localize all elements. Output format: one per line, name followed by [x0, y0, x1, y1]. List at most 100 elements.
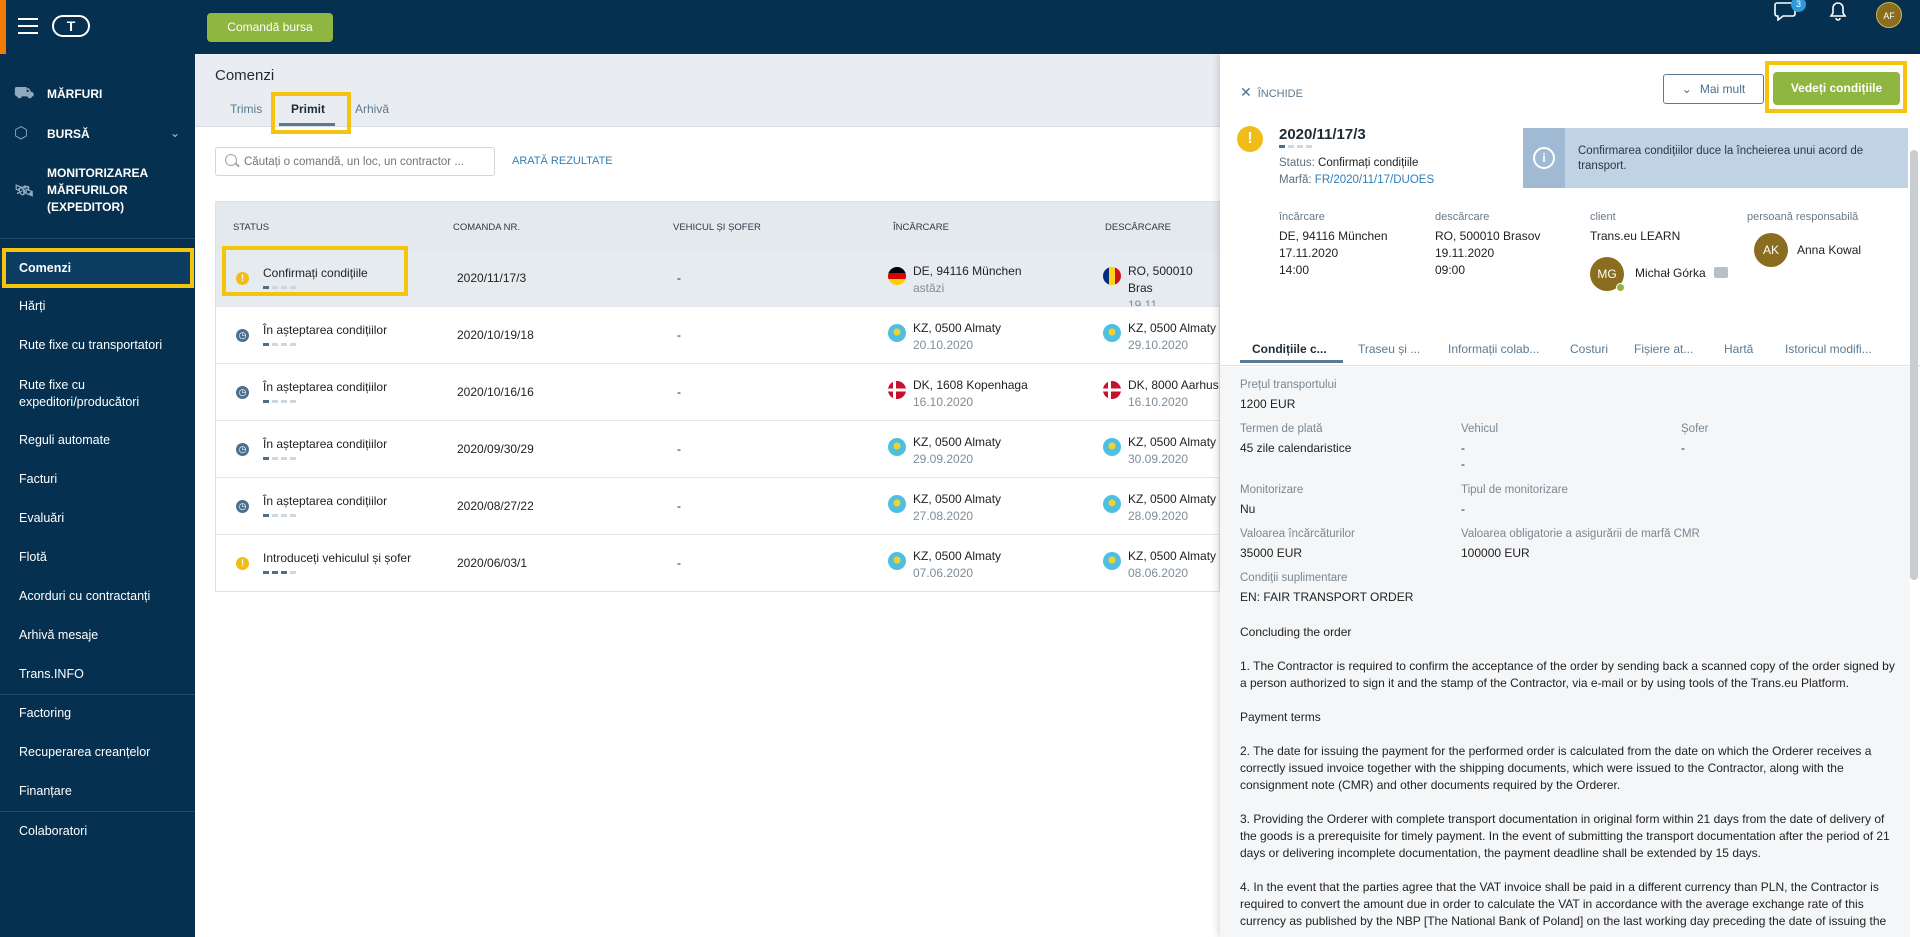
messages-icon[interactable]: 3	[1770, 0, 1806, 30]
loading-date: 17.11.2020	[1279, 246, 1339, 260]
unloading-info: RO, 500010 Brasov 19.11.2020 09:00	[1435, 228, 1540, 279]
search-field[interactable]	[215, 147, 495, 176]
loading-date: astăzi	[913, 281, 945, 295]
accent-strip	[0, 0, 6, 54]
kazakhstan-flag-icon	[888, 552, 906, 570]
column-order-number[interactable]: COMANDA NR.	[453, 222, 521, 233]
tab-received[interactable]: Primit	[291, 102, 326, 116]
more-button[interactable]: ⌄ Mai mult	[1663, 74, 1764, 104]
loading-location: KZ, 0500 Almaty 29.09.2020	[913, 434, 1001, 468]
additional-conditions-value: EN: FAIR TRANSPORT ORDER	[1240, 590, 1414, 604]
messages-badge: 3	[1791, 0, 1806, 12]
sidebar-item-label: Recuperarea creanțelor	[19, 745, 151, 759]
status-text: În așteptarea condițiilor	[263, 437, 388, 451]
loading-date: 16.10.2020	[913, 395, 974, 409]
status-text: Introduceți vehiculul și șofer	[263, 551, 412, 565]
warning-icon: !	[236, 557, 249, 570]
monitoring-value: Nu	[1240, 502, 1256, 516]
terms-heading: Concluding the order	[1240, 625, 1352, 639]
vehicle-driver: -	[677, 442, 681, 456]
sidebar-item-label: Colaboratori	[19, 824, 88, 838]
status-text: Confirmați condițiile	[263, 266, 368, 280]
loading-location: DE, 94116 München astăzi	[913, 263, 1022, 297]
cargo-link[interactable]: FR/2020/11/17/DUOES	[1314, 174, 1435, 186]
loading-date: 07.06.2020	[913, 566, 974, 580]
show-results-link[interactable]: ARATĂ REZULTATE	[512, 155, 613, 167]
order-number: 2020/09/30/29	[457, 442, 534, 456]
view-terms-button[interactable]: Vedeți condițiile	[1773, 72, 1900, 105]
table-row[interactable]: ◷ În așteptarea condițiilor 2020/09/30/2…	[216, 420, 1219, 477]
order-detail-panel: ✕ ÎNCHIDE ⌄ Mai mult Vedeți condițiile ! 2…	[1220, 54, 1920, 937]
tab-route[interactable]: Traseu și ...	[1358, 342, 1421, 356]
close-panel-button[interactable]: ✕ ÎNCHIDE	[1240, 84, 1303, 101]
terms-paragraph: 2. The date for issuing the payment for …	[1240, 744, 1872, 792]
table-row[interactable]: ! Introduceți vehiculul și șofer 2020/06…	[216, 534, 1219, 591]
sidebar-item-label: Trans.INFO	[19, 667, 84, 681]
sidebar-item-orders[interactable]: Comenzi	[0, 250, 195, 286]
loading-info: DE, 94116 München 17.11.2020 14:00	[1279, 228, 1388, 279]
column-status[interactable]: STATUS	[233, 222, 270, 233]
client-contact-name[interactable]: Michał Górka	[1635, 266, 1706, 280]
panel-scrollbar[interactable]	[1910, 150, 1918, 580]
status-progress	[263, 514, 299, 528]
responsible-label: persoană responsabilă	[1747, 211, 1859, 223]
status-text: În așteptarea condițiilor	[263, 323, 388, 337]
tab-collaboration-info[interactable]: Informații colab...	[1448, 342, 1540, 356]
germany-flag-icon	[888, 267, 906, 285]
order-number: 2020/11/17/3	[457, 271, 527, 285]
cargo-value: 35000 EUR	[1240, 546, 1303, 560]
terms-paragraph: 3. Providing the Orderer with complete t…	[1240, 812, 1890, 860]
tab-costs[interactable]: Costuri	[1570, 342, 1609, 356]
tab-sent[interactable]: Trimis	[230, 102, 263, 116]
tab-change-history[interactable]: Istoricul modifi...	[1785, 342, 1872, 356]
table-row[interactable]: ! Confirmați condițiile 2020/11/17/3 - D…	[216, 249, 1219, 312]
sidebar-item-monitoring[interactable]: 🛰 MONITORIZAREA MĂRFURILOR (EXPEDITOR)	[0, 165, 195, 221]
table-row[interactable]: ◷ În așteptarea condițiilor 2020/10/16/1…	[216, 363, 1219, 420]
status-label: Status:	[1279, 157, 1315, 169]
user-avatar[interactable]: AF	[1876, 2, 1906, 32]
exchange-order-button[interactable]: Comandă bursa	[207, 13, 333, 42]
responsible-name[interactable]: Anna Kowal	[1797, 243, 1862, 257]
responsible-avatar[interactable]: AK	[1754, 233, 1788, 267]
clock-icon: ◷	[236, 443, 249, 456]
table-header: STATUS COMANDA NR. VEHICUL ȘI ȘOFER ÎNCĂ…	[216, 202, 1219, 249]
additional-conditions-label: Condiții suplimentare	[1240, 572, 1348, 584]
status-text: În așteptarea condițiilor	[263, 494, 388, 508]
sidebar-item-exchange[interactable]: ⬡ BURSĂ ⌄	[0, 125, 195, 145]
chevron-down-icon: ⌄	[170, 126, 181, 140]
vehicle-value: -	[1461, 457, 1465, 471]
tab-archive[interactable]: Arhivă	[355, 102, 390, 116]
tab-transport-conditions[interactable]: Condițiile c...	[1252, 342, 1327, 356]
trans-eu-logo[interactable]: T	[52, 15, 90, 37]
sidebar-item-label: Reguli automate	[19, 433, 111, 447]
user-avatar-initials: AF	[1876, 2, 1902, 28]
sidebar-item-label: Comenzi	[19, 261, 72, 275]
search-input[interactable]	[244, 153, 489, 171]
sidebar-item-goods[interactable]: ⛟ MĂRFURI	[0, 85, 195, 105]
unloading-place: RO, 500010 Brasov	[1435, 229, 1541, 243]
cube-icon: ⬡	[14, 125, 28, 142]
tab-attached-files[interactable]: Fișiere at...	[1634, 342, 1694, 356]
table-row[interactable]: ◷ În așteptarea condițiilor 2020/10/19/1…	[216, 306, 1219, 363]
loading-place: KZ, 0500 Almaty	[913, 549, 1002, 563]
loading-location: KZ, 0500 Almaty 27.08.2020	[913, 491, 1001, 525]
tab-map[interactable]: Hartă	[1724, 342, 1754, 356]
sidebar-item-label: Finanțare	[19, 784, 72, 798]
chat-icon[interactable]	[1714, 267, 1728, 278]
client-name[interactable]: Trans.eu LEARN	[1590, 229, 1681, 243]
vehicle-driver: -	[677, 499, 681, 513]
menu-icon[interactable]	[18, 18, 40, 34]
sidebar-item-label: Evaluări	[19, 511, 65, 525]
warning-icon: !	[1237, 126, 1263, 152]
column-loading[interactable]: ÎNCĂRCARE	[893, 222, 949, 233]
table-row[interactable]: ◷ În așteptarea condițiilor 2020/08/27/2…	[216, 477, 1219, 534]
column-vehicle-driver[interactable]: VEHICUL ȘI ȘOFER	[673, 222, 761, 233]
monitoring-type-label: Tipul de monitorizare	[1461, 484, 1568, 496]
vehicle-value: -	[1461, 441, 1465, 455]
notifications-bell-icon[interactable]	[1823, 0, 1853, 30]
active-tab-indicator	[1240, 360, 1343, 363]
column-unloading[interactable]: DESCĂRCARE	[1105, 222, 1171, 233]
status-progress	[263, 571, 299, 585]
info-icon-box: i	[1523, 128, 1565, 188]
sidebar-item-label: MONITORIZAREA MĂRFURILOR (EXPEDITOR)	[47, 166, 148, 214]
